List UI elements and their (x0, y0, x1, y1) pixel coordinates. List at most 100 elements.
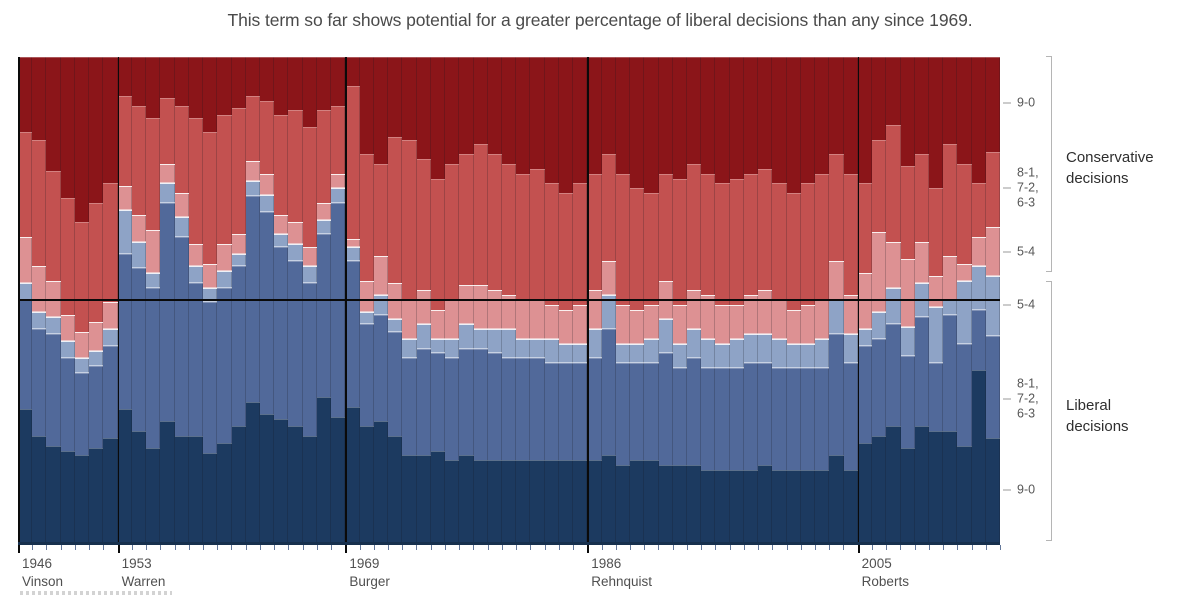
conservative-decisions-label: Conservative decisions (1066, 149, 1154, 187)
term-bar (89, 57, 104, 543)
segment-lib-9-0 (687, 465, 702, 543)
segment-con-9-0 (487, 57, 502, 155)
segment-con-9-0 (630, 57, 645, 189)
segment-lib-split (530, 358, 545, 461)
era-line-burger (345, 57, 347, 553)
segment-con-split (772, 183, 787, 300)
term-bar (943, 57, 958, 543)
segment-con-9-0 (957, 57, 972, 164)
segment-lib-split (516, 358, 531, 461)
segment-lib-9-0 (402, 455, 417, 543)
segment-lib-5-4 (900, 326, 915, 356)
term-tick (316, 545, 318, 550)
term-bar (886, 57, 901, 543)
segment-con-5-4 (331, 173, 346, 189)
segment-lib-split (345, 261, 360, 407)
term-tick (473, 545, 475, 550)
term-bar (786, 57, 801, 543)
segment-con-split (929, 188, 944, 276)
segment-con-split (886, 125, 901, 242)
segment-lib-5-4 (174, 217, 189, 237)
segment-con-split (587, 173, 602, 291)
term-bar (985, 57, 1001, 543)
segment-lib-5-4 (245, 180, 260, 196)
term-bar (203, 57, 218, 543)
segment-con-split (274, 115, 289, 215)
segment-lib-9-0 (943, 431, 958, 543)
term-tick (274, 545, 276, 550)
term-tick (46, 545, 48, 550)
segment-con-9-0 (715, 57, 730, 184)
segment-con-9-0 (103, 57, 118, 184)
segment-con-split (146, 117, 161, 230)
term-tick (402, 545, 404, 550)
segment-con-9-0 (288, 57, 303, 111)
segment-lib-5-4 (658, 319, 673, 354)
segment-con-split (160, 98, 175, 164)
segment-con-5-4 (530, 299, 545, 339)
term-tick (203, 545, 204, 550)
segment-lib-9-0 (388, 436, 403, 543)
segment-lib-9-0 (288, 426, 303, 543)
segment-con-9-0 (516, 57, 531, 174)
segment-con-split (231, 108, 246, 235)
term-bar (715, 57, 730, 543)
segment-con-split (672, 178, 688, 305)
term-bar (160, 57, 175, 543)
era-year: 1969 (349, 556, 380, 571)
term-tick (928, 545, 930, 550)
term-tick (217, 545, 219, 550)
segment-con-5-4 (316, 202, 332, 220)
segment-lib-split (288, 261, 303, 427)
segment-con-split (843, 173, 858, 296)
segment-con-5-4 (473, 285, 488, 330)
segment-lib-5-4 (131, 241, 147, 269)
segment-con-9-0 (231, 57, 246, 109)
term-bar (117, 57, 132, 543)
segment-lib-9-0 (459, 455, 474, 543)
segment-lib-9-0 (359, 426, 374, 543)
segment-con-split (530, 168, 545, 300)
segment-con-split (302, 127, 317, 247)
segment-lib-split (160, 202, 175, 422)
segment-lib-split (615, 363, 631, 466)
segment-lib-split (203, 302, 218, 454)
segment-con-9-0 (445, 57, 460, 164)
segment-con-9-0 (373, 57, 389, 164)
tick-label: 9-0 (1017, 482, 1036, 497)
segment-con-9-0 (203, 57, 218, 133)
segment-lib-split (929, 363, 944, 432)
x-axis-labels: 1946 Vinson 1953 Warren 1969 Burger 1986 Rehnqu… (18, 556, 1000, 592)
segment-lib-split (74, 372, 90, 456)
segment-lib-5-4 (501, 329, 517, 359)
segment-con-9-0 (188, 57, 204, 118)
segment-lib-5-4 (772, 338, 787, 369)
segment-con-5-4 (274, 214, 289, 235)
term-tick (701, 545, 703, 550)
segment-con-5-4 (857, 273, 873, 330)
term-bar (345, 57, 360, 543)
segment-con-9-0 (658, 57, 673, 174)
segment-lib-5-4 (558, 343, 574, 364)
segment-lib-5-4 (445, 338, 460, 359)
segment-con-5-4 (388, 282, 403, 320)
segment-con-9-0 (758, 57, 773, 169)
segment-con-5-4 (188, 244, 204, 266)
segment-con-5-4 (573, 304, 588, 344)
conservative-bracket (1046, 56, 1052, 272)
segment-lib-5-4 (259, 195, 275, 213)
term-bar (872, 57, 887, 543)
segment-lib-9-0 (985, 438, 1001, 543)
segment-con-split (985, 151, 1001, 228)
segment-con-9-0 (800, 57, 816, 184)
segment-lib-5-4 (274, 234, 289, 247)
segment-lib-5-4 (743, 334, 759, 364)
segment-con-5-4 (430, 309, 446, 339)
segment-lib-split (259, 212, 275, 415)
segment-lib-5-4 (957, 280, 972, 344)
segment-con-9-0 (217, 57, 232, 116)
segment-con-5-4 (957, 263, 972, 281)
term-tick (786, 545, 788, 550)
segment-lib-split (843, 363, 858, 471)
segment-lib-9-0 (715, 470, 730, 543)
